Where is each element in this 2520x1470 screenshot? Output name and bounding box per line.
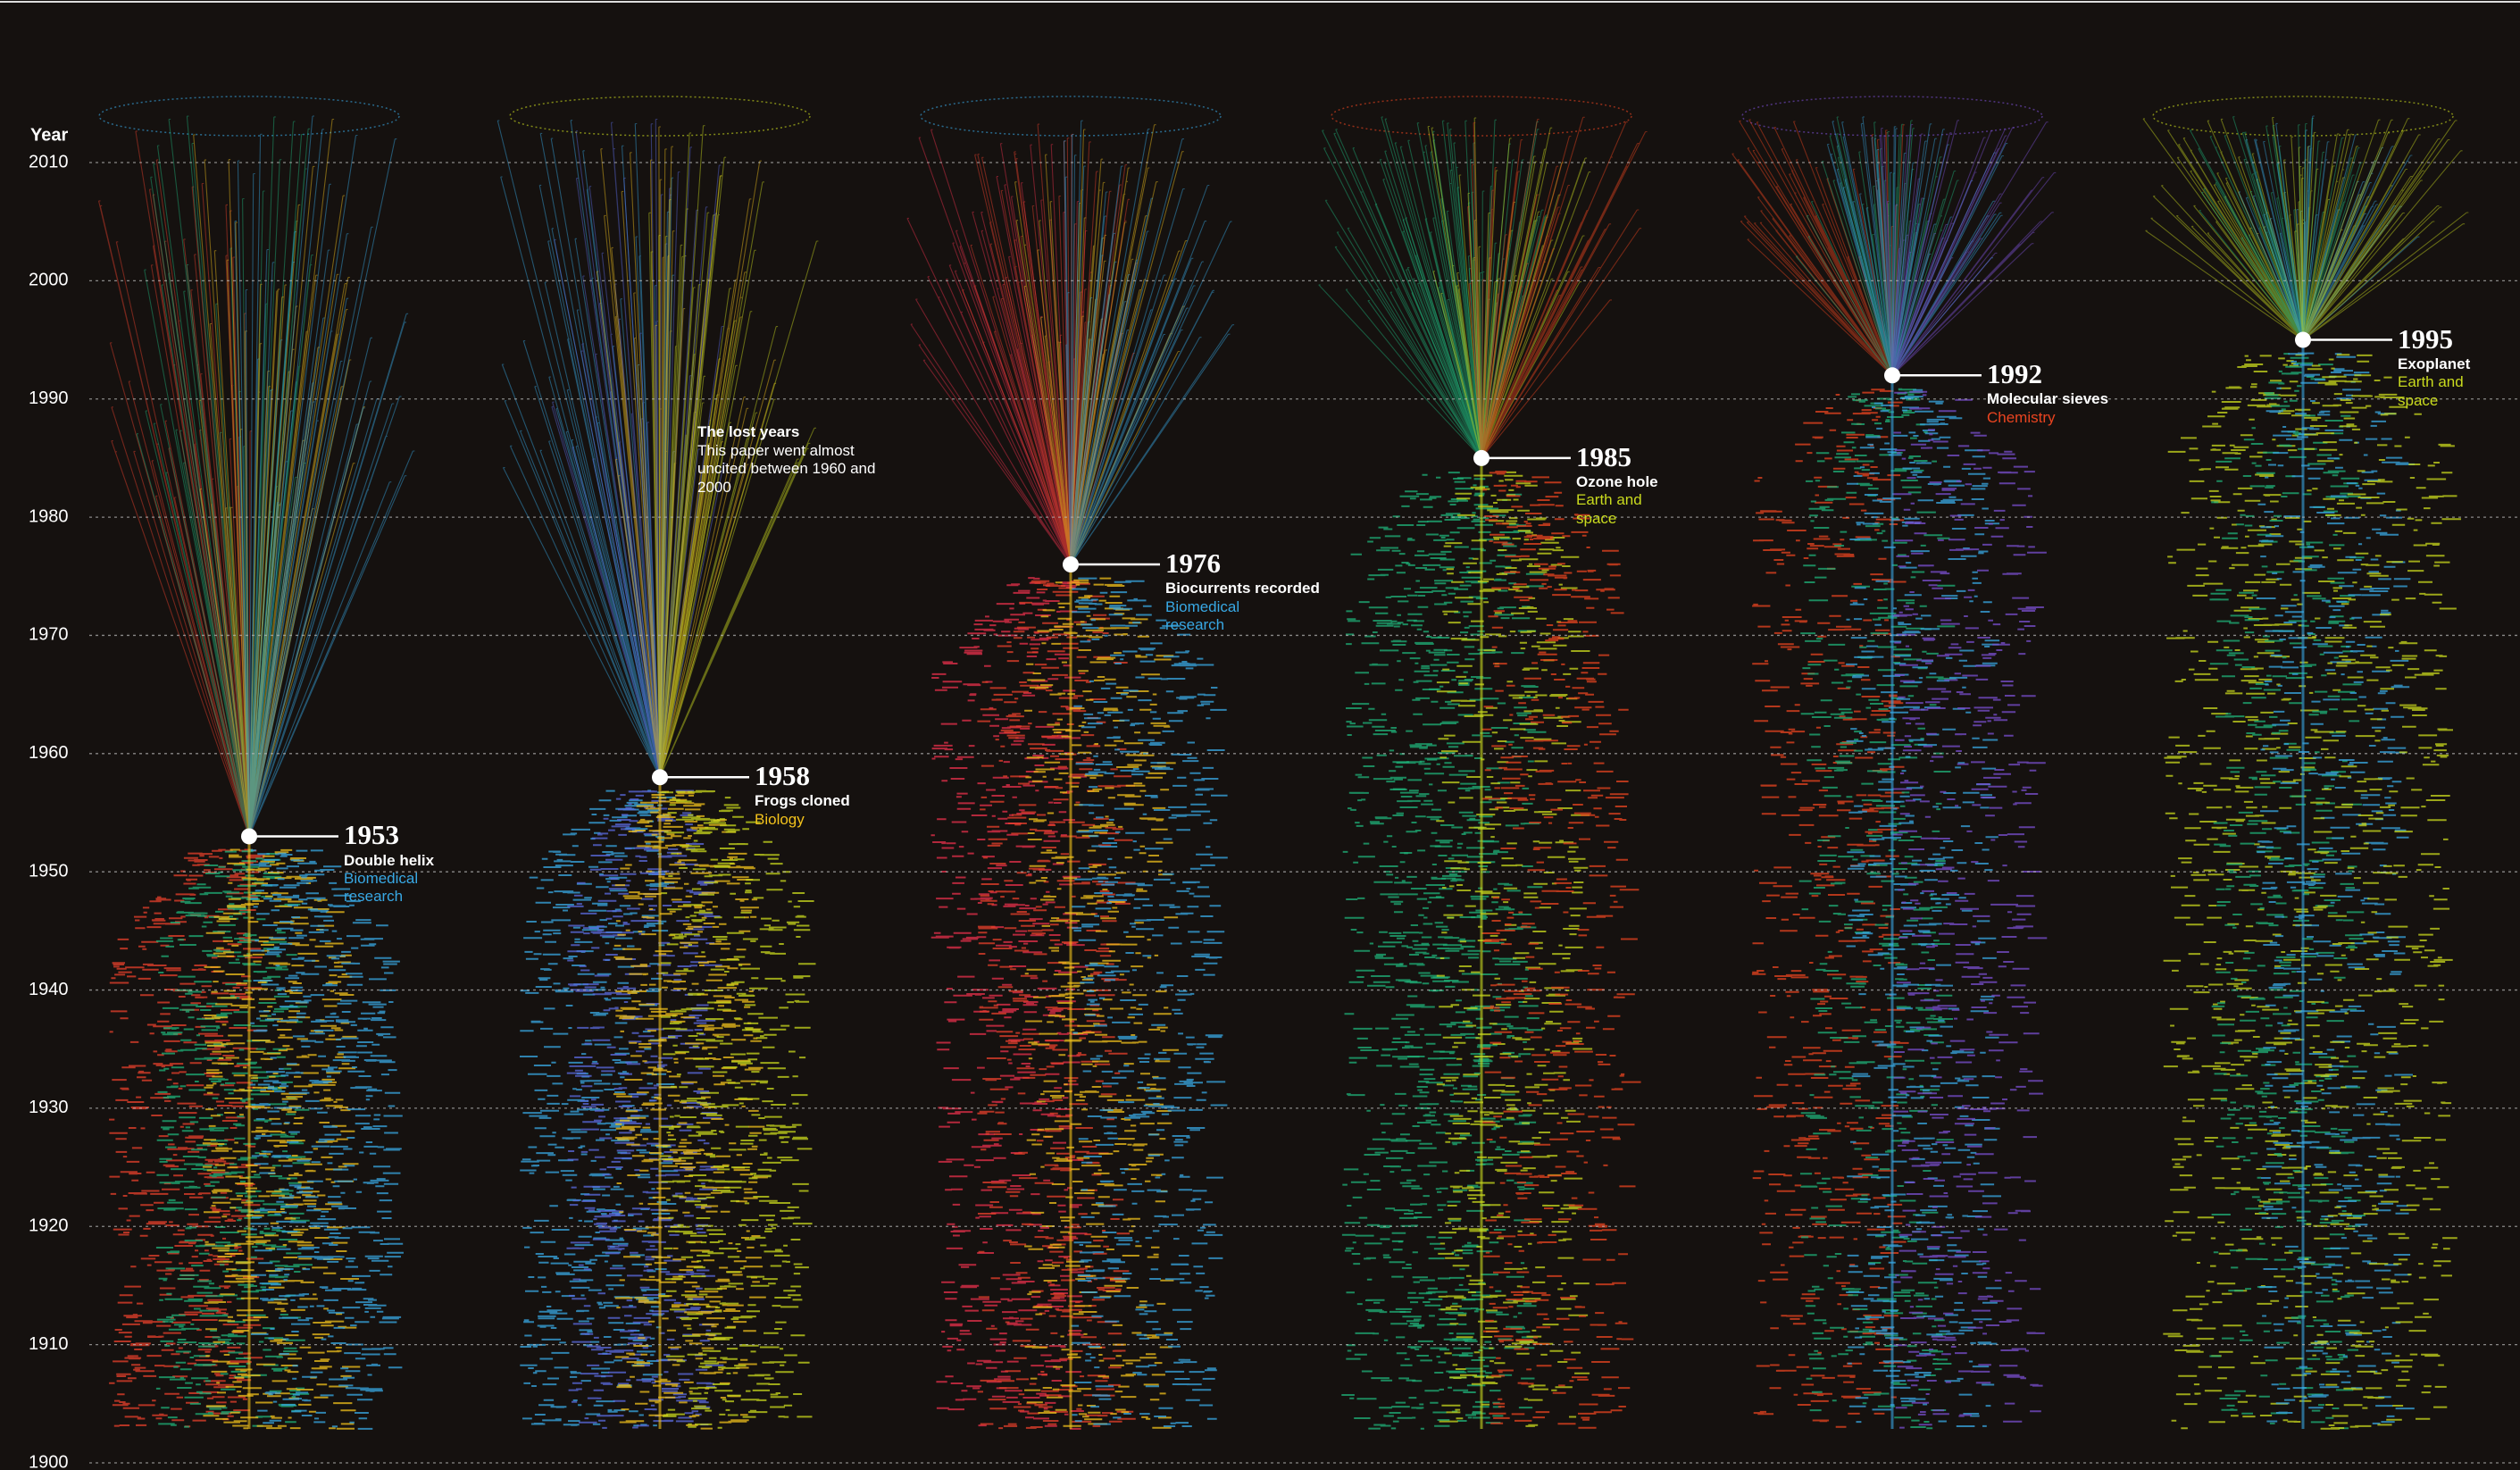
y-tick-label: 1900 [29, 1452, 69, 1470]
citation-strands [1024, 577, 1180, 1429]
citation-strands [2163, 354, 2320, 1430]
annotation-text: This paper went almost uncited between 1… [697, 441, 876, 497]
citation-fan [97, 130, 253, 837]
citation-fan [1795, 116, 1959, 376]
paper-year: 1985 [1576, 440, 1631, 472]
y-tick-label: 1940 [29, 980, 69, 999]
year-axis: Year 1900 1910 1920 1930 1940 1950 1960 1970 1980… [29, 125, 2520, 1470]
cloud-rim [509, 96, 811, 137]
citation-strands [1388, 472, 1547, 1430]
citation-strands [1481, 471, 1641, 1429]
citation-fan [2190, 116, 2367, 340]
annotation: The lost years This paper went almost un… [697, 423, 889, 497]
paper-marks [241, 331, 2392, 845]
citation-fan [136, 115, 313, 837]
citation-fan [596, 126, 777, 778]
paper-label: 1985 Ozone hole Earth and space [1576, 440, 1790, 528]
citation-fan [2294, 118, 2469, 340]
paper-field: Biomedical research [1165, 597, 1240, 633]
paper-label: 1958 Frogs cloned Biology [755, 759, 969, 829]
y-tick-label: 1920 [29, 1216, 69, 1236]
citation-fan [193, 118, 365, 837]
citation-strands [2256, 352, 2415, 1424]
paper-dot [1473, 449, 1489, 466]
citation-fan [2238, 115, 2420, 340]
citation-clouds [97, 96, 2469, 1430]
paper-label: 1953 Double helix Biomedical research [344, 818, 558, 906]
paper-dot [652, 769, 668, 786]
paper-title: Frogs cloned [755, 792, 850, 810]
citation-fan [906, 129, 1088, 565]
cloud-rim [1741, 96, 2043, 137]
y-tick-label: 1930 [29, 1098, 69, 1117]
paper-field: Chemistry [1987, 408, 2056, 426]
cloud-rim [2152, 96, 2454, 137]
y-tick-label: 1990 [29, 388, 69, 408]
citation-fan [551, 118, 726, 778]
paper-year: 1958 [755, 760, 810, 792]
paper-dot [1884, 367, 1900, 384]
paper-year: 1976 [1165, 547, 1221, 580]
citation-strands [2209, 353, 2366, 1430]
paper-dot [241, 828, 257, 845]
citation-fan [496, 120, 674, 778]
citation-fan [234, 115, 415, 837]
citation-strands [1751, 388, 1909, 1428]
y-tick-label: 2010 [29, 152, 69, 171]
citation-strands [2303, 354, 2461, 1430]
paper-title: Exoplanet [2398, 355, 2471, 372]
paper-field: Earth and space [1576, 491, 1642, 527]
y-tick-label: 1980 [29, 506, 69, 526]
paper-year: 1995 [2398, 322, 2453, 355]
citation-fan [2142, 116, 2316, 340]
citation-fan [1467, 116, 1648, 459]
citation-strands [202, 848, 361, 1430]
paper-title: Ozone hole [1576, 473, 1658, 491]
citation-fan [1063, 120, 1235, 565]
annotation-title: The lost years [697, 423, 800, 440]
paper-year: 1992 [1987, 358, 2042, 390]
citation-fan [962, 123, 1138, 565]
paper-dot [2295, 331, 2311, 348]
citation-strands [249, 849, 404, 1430]
y-tick-label: 1960 [29, 743, 69, 763]
y-tick-label: 1950 [29, 861, 69, 881]
citation-strands [566, 789, 724, 1429]
cloud-rim [920, 96, 1222, 137]
citation-fan [1879, 120, 2057, 376]
citation-fan [1318, 116, 1498, 459]
citation-fan [1731, 119, 1906, 376]
cloud-rim [1331, 96, 1632, 137]
paper-label: 1992 Molecular sieves Chemistry [1987, 357, 2201, 427]
paper-field: Biomedical research [344, 870, 419, 906]
y-tick-label: 1970 [29, 625, 69, 645]
y-tick-label: 2000 [29, 271, 69, 290]
paper-title: Double helix [344, 851, 435, 869]
paper-year: 1953 [344, 819, 399, 851]
paper-title: Biocurrents recorded [1165, 580, 1320, 597]
paper-label: 1976 Biocurrents recorded Biomedical resea… [1165, 547, 1380, 634]
paper-field: Earth and space [2398, 373, 2464, 409]
y-tick-label: 1910 [29, 1334, 69, 1354]
citation-strands [977, 580, 1136, 1430]
y-axis-label: Year [30, 125, 68, 145]
citation-fan [1826, 116, 2008, 376]
citation-strands [1071, 577, 1228, 1427]
paper-label: 1995 Exoplanet Earth and space [2398, 322, 2520, 410]
citation-strands [660, 789, 816, 1429]
citation-fan [1367, 118, 1548, 459]
citation-strands [1892, 390, 2048, 1429]
paper-dot [1063, 556, 1079, 573]
paper-title: Molecular sieves [1987, 390, 2109, 408]
citation-fan [1427, 117, 1591, 459]
paper-field: Biology [755, 810, 805, 828]
citation-fan [1014, 124, 1188, 565]
cloud-rim [98, 96, 400, 137]
